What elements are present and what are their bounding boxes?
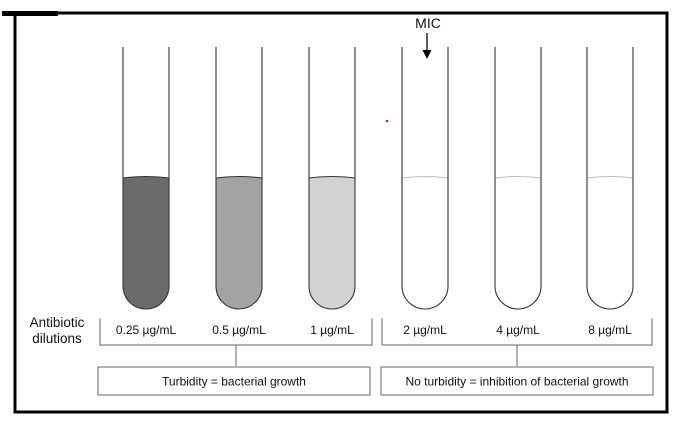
bracket-inhibition [381, 318, 653, 366]
frame-corner-mark [2, 11, 58, 16]
tube-meniscus [122, 176, 170, 179]
concentration-labels: 0.25 µg/mL 0.5 µg/mL 1 µg/mL 2 µg/mL 4 µg/mL… [116, 323, 632, 337]
concentration-label: 8 µg/mL [588, 323, 632, 337]
test-tube [308, 47, 356, 310]
concentration-label: 4 µg/mL [496, 323, 540, 337]
mic-label: MIC [415, 15, 441, 31]
concentration-label: 0.5 µg/mL [212, 323, 266, 337]
inhibition-box [380, 366, 654, 396]
tube-meniscus [308, 176, 356, 179]
row-label-line2: dilutions [32, 331, 82, 346]
test-tube [215, 47, 263, 310]
growth-box-label: Turbidity = bacterial growth [162, 375, 306, 389]
tube-outline [122, 47, 170, 310]
concentration-label: 2 µg/mL [403, 323, 447, 337]
tube-outline [215, 47, 263, 310]
tube-liquid [123, 176, 169, 309]
growth-box [97, 366, 371, 396]
concentration-label: 1 µg/mL [310, 323, 354, 337]
mic-arrow-head [422, 50, 432, 59]
tube-liquid [309, 176, 355, 309]
tube-meniscus [586, 176, 634, 179]
bracket-growth [99, 318, 373, 366]
test-tube [494, 47, 542, 310]
test-tube [122, 47, 170, 310]
tube-liquid [216, 176, 262, 309]
tube-outline [308, 47, 356, 310]
tube-outline [401, 47, 449, 310]
test-tubes [122, 47, 634, 310]
inhibition-box-label: No turbidity = inhibition of bacterial g… [405, 375, 628, 389]
stray-dot [385, 119, 389, 123]
row-label-line1: Antibiotic [30, 315, 85, 330]
tube-meniscus [215, 176, 263, 179]
tube-outline [494, 47, 542, 310]
tube-meniscus [401, 176, 449, 179]
test-tube [586, 47, 634, 310]
tube-meniscus [494, 176, 542, 179]
concentration-label: 0.25 µg/mL [116, 323, 177, 337]
test-tube [401, 47, 449, 310]
tube-outline [586, 47, 634, 310]
